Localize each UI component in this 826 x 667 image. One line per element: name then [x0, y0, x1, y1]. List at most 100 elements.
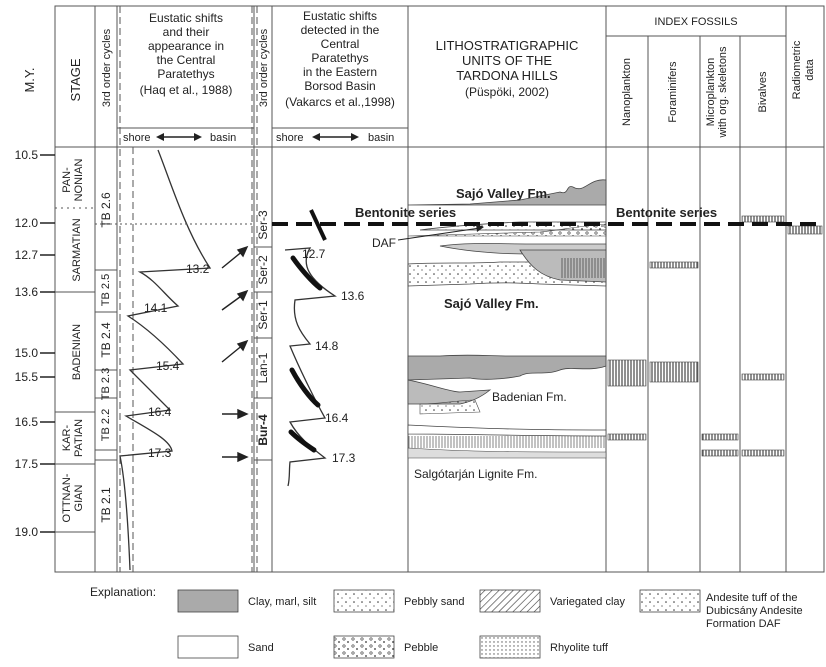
svg-text:Borsod Basin: Borsod Basin: [304, 79, 375, 93]
svg-text:in the Eastern: in the Eastern: [303, 65, 377, 79]
vak-values: 12.7 13.6 14.8 16.4 17.3: [302, 247, 365, 465]
sajo-top-label: Sajó Valley Fm.: [456, 186, 551, 201]
fossil-headers: Nanoplankton Foraminifers Microplankton …: [621, 46, 769, 139]
svg-text:Nanoplankton: Nanoplankton: [621, 58, 633, 126]
svg-text:15.5: 15.5: [15, 370, 39, 384]
bentonite-cross: [309, 209, 327, 241]
svg-text:KAR-: KAR-: [61, 425, 73, 452]
svg-text:19.0: 19.0: [15, 525, 39, 539]
svg-text:PAN-: PAN-: [61, 167, 73, 193]
svg-text:with org. skeletons: with org. skeletons: [717, 46, 729, 139]
svg-text:16.4: 16.4: [148, 405, 172, 419]
svg-text:shore: shore: [123, 132, 151, 144]
svg-text:GIAN: GIAN: [73, 485, 85, 512]
svg-text:14.8: 14.8: [315, 339, 339, 353]
svg-text:13.2: 13.2: [186, 262, 210, 276]
svg-text:(Vakarcs et al.,1998): (Vakarcs et al.,1998): [285, 95, 395, 109]
svg-text:15.4: 15.4: [156, 359, 180, 373]
legend: Explanation: Clay, marl, silt Pebbly san…: [90, 585, 803, 659]
svg-text:Sand: Sand: [248, 642, 274, 654]
svg-text:(Haq et al., 1988): (Haq et al., 1988): [140, 83, 233, 97]
svg-text:Eustatic shifts: Eustatic shifts: [149, 11, 223, 25]
ser-labels: Ser-3 Ser-2 Ser-1 Lan-1 Bur-4: [256, 210, 270, 446]
sajo-mid-label: Sajó Valley Fm.: [444, 296, 539, 311]
svg-text:Clay, marl, silt: Clay, marl, silt: [248, 596, 316, 608]
svg-text:UNITS OF THE: UNITS OF THE: [462, 53, 552, 68]
svg-text:Lan-1: Lan-1: [256, 352, 270, 383]
svg-text:15.0: 15.0: [15, 346, 39, 360]
svg-text:Explanation:: Explanation:: [90, 585, 156, 599]
stage-labels: PAN- NONIAN SARMATIAN BADENIAN KAR- PATI…: [61, 159, 85, 523]
svg-text:LITHOSTRATIGRAPHIC: LITHOSTRATIGRAPHIC: [436, 38, 579, 53]
cycles-left-header: 3rd order cycles: [101, 28, 113, 107]
fossil-bars: [607, 215, 823, 457]
svg-text:DAF: DAF: [372, 236, 396, 250]
svg-text:basin: basin: [368, 132, 394, 144]
svg-text:NONIAN: NONIAN: [73, 159, 85, 202]
svg-text:16.4: 16.4: [325, 411, 349, 425]
table-frame: [54, 5, 825, 573]
svg-text:Ser-1: Ser-1: [256, 300, 270, 330]
svg-text:13.6: 13.6: [341, 289, 365, 303]
svg-text:(Püspöki, 2002): (Püspöki, 2002): [465, 85, 549, 99]
haq-values: 13.2 14.1 15.4 16.4 17.3: [144, 262, 210, 460]
my-header: M.Y.: [22, 67, 37, 92]
bentonite-label: Bentonite series: [355, 205, 456, 220]
svg-text:the Central: the Central: [157, 53, 216, 67]
svg-text:12.0: 12.0: [15, 216, 39, 230]
svg-text:and their: and their: [163, 25, 210, 39]
vak-header: Eustatic shifts detected in the Central …: [285, 9, 395, 109]
svg-text:13.6: 13.6: [15, 285, 39, 299]
shore-basin-mid: shore basin: [276, 132, 394, 144]
svg-text:SARMATIAN: SARMATIAN: [71, 218, 83, 281]
shore-basin-left: shore basin: [123, 132, 236, 144]
svg-text:Eustatic shifts: Eustatic shifts: [303, 9, 377, 23]
litho-units: [407, 179, 607, 459]
cycles-mid-header: 3rd order cycles: [258, 28, 270, 107]
svg-text:Pebbly sand: Pebbly sand: [404, 596, 465, 608]
svg-text:TB 2.1: TB 2.1: [99, 487, 113, 523]
svg-text:shore: shore: [276, 132, 304, 144]
haq-curve: [119, 149, 212, 571]
svg-text:17.3: 17.3: [148, 446, 172, 460]
svg-text:Dubicsány Andesite: Dubicsány Andesite: [706, 605, 803, 617]
haq-arrows: [221, 245, 249, 463]
svg-text:OTTNAN-: OTTNAN-: [61, 473, 73, 522]
svg-text:Rhyolite tuff: Rhyolite tuff: [550, 642, 609, 654]
svg-text:Formation DAF: Formation DAF: [706, 618, 781, 630]
svg-text:Paratethys: Paratethys: [311, 51, 368, 65]
index-fossils-header: INDEX FOSSILS: [654, 16, 737, 28]
svg-text:Foraminifers: Foraminifers: [667, 61, 679, 123]
svg-text:PATIAN: PATIAN: [73, 419, 85, 457]
svg-text:12.7: 12.7: [302, 247, 326, 261]
stage-boundaries: [55, 207, 95, 533]
svg-text:basin: basin: [210, 132, 236, 144]
haq-header: Eustatic shifts and their appearance in …: [140, 11, 233, 97]
svg-text:17.3: 17.3: [332, 451, 356, 465]
litho-header: LITHOSTRATIGRAPHIC UNITS OF THE TARDONA …: [436, 38, 579, 99]
svg-text:TB 2.4: TB 2.4: [99, 322, 113, 358]
svg-text:TB 2.6: TB 2.6: [99, 192, 113, 228]
svg-text:Ser-3: Ser-3: [256, 210, 270, 240]
svg-text:appearance in: appearance in: [148, 39, 224, 53]
svg-text:Andesite tuff of the: Andesite tuff of the: [706, 592, 798, 604]
badenian-label: Badenian Fm.: [492, 390, 567, 404]
svg-text:12.7: 12.7: [15, 248, 39, 262]
daf-label: DAF: [372, 224, 484, 250]
svg-text:Microplankton: Microplankton: [705, 58, 717, 126]
svg-text:Variegated clay: Variegated clay: [550, 596, 626, 608]
svg-text:detected in the: detected in the: [301, 23, 380, 37]
radiometric-header: Radiometric data: [791, 40, 816, 99]
svg-text:14.1: 14.1: [144, 301, 168, 315]
svg-text:data: data: [804, 58, 816, 80]
svg-text:TARDONA HILLS: TARDONA HILLS: [456, 68, 558, 83]
haq-dashed: [119, 6, 258, 572]
salgotarjan-label: Salgótarján Lignite Fm.: [414, 467, 537, 481]
svg-text:Pebble: Pebble: [404, 642, 438, 654]
svg-text:Central: Central: [321, 37, 360, 51]
svg-text:Bur-4: Bur-4: [256, 414, 270, 446]
svg-text:Bivalves: Bivalves: [757, 71, 769, 112]
svg-text:16.5: 16.5: [15, 415, 39, 429]
